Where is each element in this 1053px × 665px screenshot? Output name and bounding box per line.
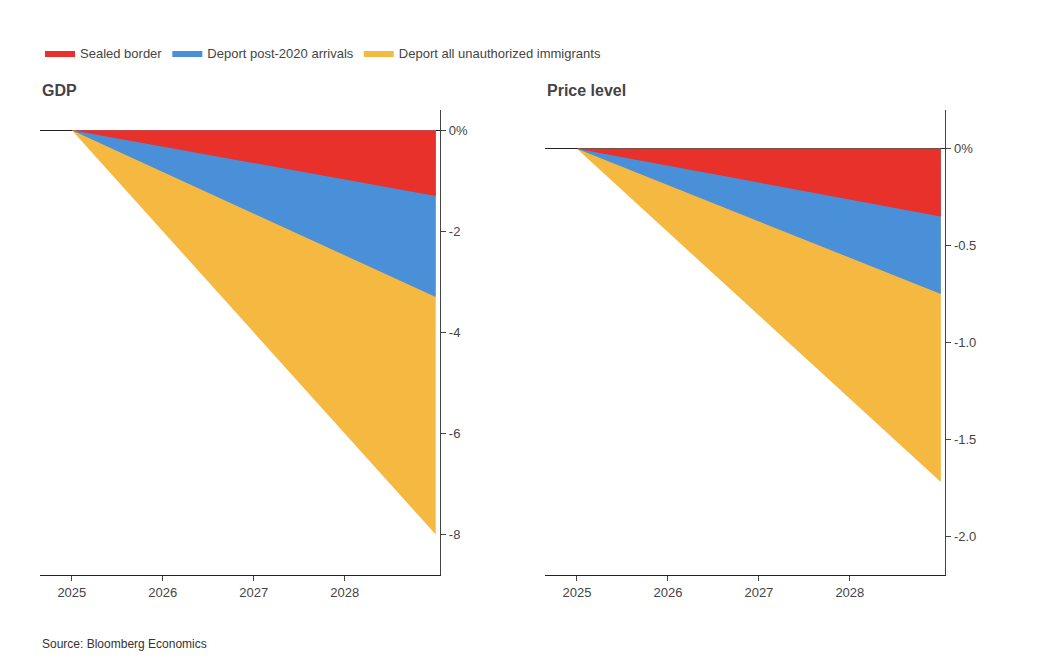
svg-text:-2: -2 bbox=[449, 224, 461, 239]
svg-text:Source: Bloomberg Economics: Source: Bloomberg Economics bbox=[42, 637, 207, 651]
svg-text:Deport post-2020 arrivals: Deport post-2020 arrivals bbox=[207, 46, 353, 61]
svg-text:-2.0: -2.0 bbox=[954, 529, 976, 544]
svg-text:-1.0: -1.0 bbox=[954, 335, 976, 350]
svg-text:-1.5: -1.5 bbox=[954, 432, 976, 447]
svg-text:2026: 2026 bbox=[148, 585, 177, 600]
svg-text:-4: -4 bbox=[449, 325, 461, 340]
svg-text:-8: -8 bbox=[449, 527, 461, 542]
svg-text:GDP: GDP bbox=[42, 82, 77, 99]
svg-text:0%: 0% bbox=[449, 123, 468, 138]
svg-text:-0.5: -0.5 bbox=[954, 238, 976, 253]
svg-text:2027: 2027 bbox=[239, 585, 268, 600]
svg-text:Deport all unauthorized immigr: Deport all unauthorized immigrants bbox=[399, 46, 601, 61]
svg-text:2027: 2027 bbox=[744, 585, 773, 600]
svg-text:0%: 0% bbox=[954, 141, 973, 156]
svg-text:2025: 2025 bbox=[562, 585, 591, 600]
svg-text:2028: 2028 bbox=[330, 585, 359, 600]
svg-text:-6: -6 bbox=[449, 426, 461, 441]
svg-text:Price level: Price level bbox=[547, 82, 626, 99]
svg-text:Sealed border: Sealed border bbox=[80, 46, 162, 61]
svg-text:2026: 2026 bbox=[653, 585, 682, 600]
svg-text:2028: 2028 bbox=[835, 585, 864, 600]
svg-text:2025: 2025 bbox=[57, 585, 86, 600]
